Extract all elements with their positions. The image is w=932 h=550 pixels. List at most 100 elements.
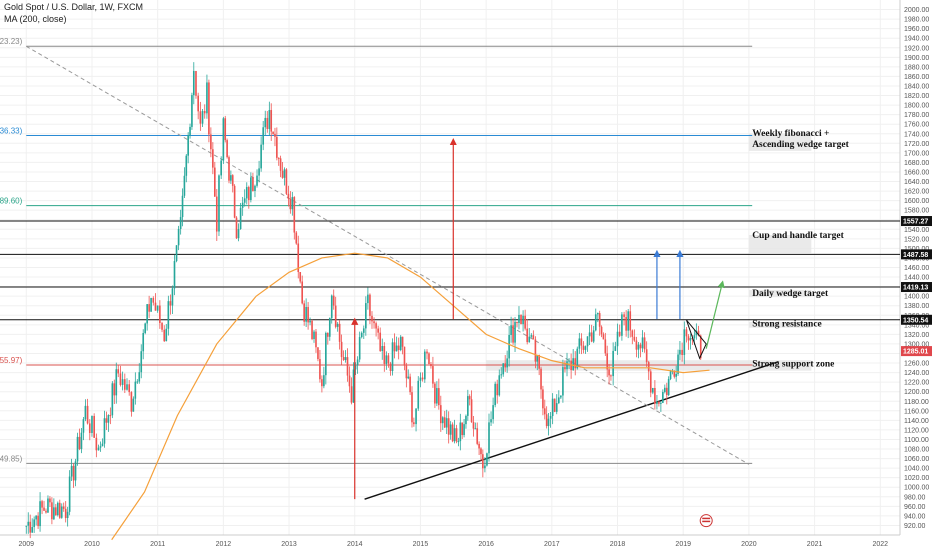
candle-body [328,318,331,337]
y-tick-label: 1260.00 [904,361,929,368]
x-tick-label: 2014 [347,541,363,548]
x-tick-label: 2021 [807,541,823,548]
chart-annotation: Ascending wedge target [752,140,849,150]
candle-body [309,320,311,323]
candle-body [526,328,529,343]
candle-body [301,281,304,304]
candle-body [447,418,450,435]
candle-body [111,383,114,416]
candle-body [699,335,702,359]
candle-body [154,302,157,311]
y-tick-label: 1840.00 [904,83,929,90]
candle-body [239,207,242,230]
candle-body [165,328,168,342]
candle-body [506,358,508,368]
candle-body [610,375,612,377]
y-tick-label: 1760.00 [904,122,929,129]
candle-body [277,157,280,159]
candle-body [623,314,625,317]
candle-body [654,387,656,404]
candle-body [566,361,568,370]
candle-body [203,111,206,114]
candle-body [421,377,424,380]
candle-body [438,388,440,406]
candle-body [222,118,225,161]
candle-body [445,418,448,428]
candle-body [272,131,274,134]
x-tick-label: 2013 [281,541,297,548]
candle-body [293,197,296,233]
candle-body [346,357,349,376]
price-level-tag-text: 1487.58 [903,252,928,259]
candle-body [612,350,614,377]
candle-body [367,294,369,304]
candle-body [395,345,398,352]
candle-body [432,366,434,384]
candle-body [633,336,636,341]
y-tick-label: 980.00 [904,494,926,501]
candle-body [123,379,126,390]
candle-body [82,419,85,433]
candle-body [524,315,526,329]
candle-body [616,331,619,347]
candle-body [103,418,106,444]
candle-body [233,185,236,218]
support-trendline [364,360,779,500]
candle-body [95,437,98,451]
candle-body [187,134,189,156]
candle-body [474,428,477,430]
candle-body [492,405,494,420]
candle-body [175,245,178,262]
candle-body [625,316,627,331]
candle-body [641,337,644,349]
y-tick-label: 1520.00 [904,236,929,243]
price-level-tag-text: 1557.27 [903,219,928,226]
candle-body [109,415,112,417]
candle-body [592,330,595,342]
candle-body [602,334,605,340]
fib-level-label: 0.786(1736.33) [0,127,23,136]
candle-body [459,422,462,442]
candle-body [564,367,566,370]
candle-body [311,320,313,340]
candle-body [76,436,79,462]
candle-body [455,428,458,442]
y-tick-label: 1180.00 [904,399,929,406]
candle-body [224,118,227,141]
candle-body [171,288,174,306]
y-tick-label: 1960.00 [904,26,929,33]
candle-body [80,432,83,450]
candle-body [658,401,660,404]
candle-body [463,424,465,436]
y-tick-label: 1680.00 [904,160,929,167]
candle-body [465,415,467,425]
candle-body [354,365,357,370]
candle-body [482,454,484,469]
candle-body [582,345,585,350]
candle-body [665,387,668,396]
y-tick-label: 1800.00 [904,103,929,110]
candle-body [338,323,341,342]
price-level-tag-text: 1350.54 [903,317,928,324]
y-tick-label: 1340.00 [904,322,929,329]
candle-body [128,384,131,393]
candle-body [621,314,623,336]
candle-body [677,354,679,374]
candle-body [540,368,542,390]
candle-body [330,295,333,319]
candle-body [470,399,473,423]
candle-body [667,378,670,396]
candle-body [504,363,507,368]
y-tick-label: 1720.00 [904,141,929,148]
candle-body [33,519,35,528]
candle-body [53,507,55,520]
candle-body [423,351,426,380]
candle-body [528,336,531,343]
candle-body [332,295,335,306]
y-tick-label: 1780.00 [904,112,929,119]
candle-body [436,388,438,404]
candle-body [639,344,642,349]
projection-arrow [705,280,725,349]
candle-body [660,402,662,404]
